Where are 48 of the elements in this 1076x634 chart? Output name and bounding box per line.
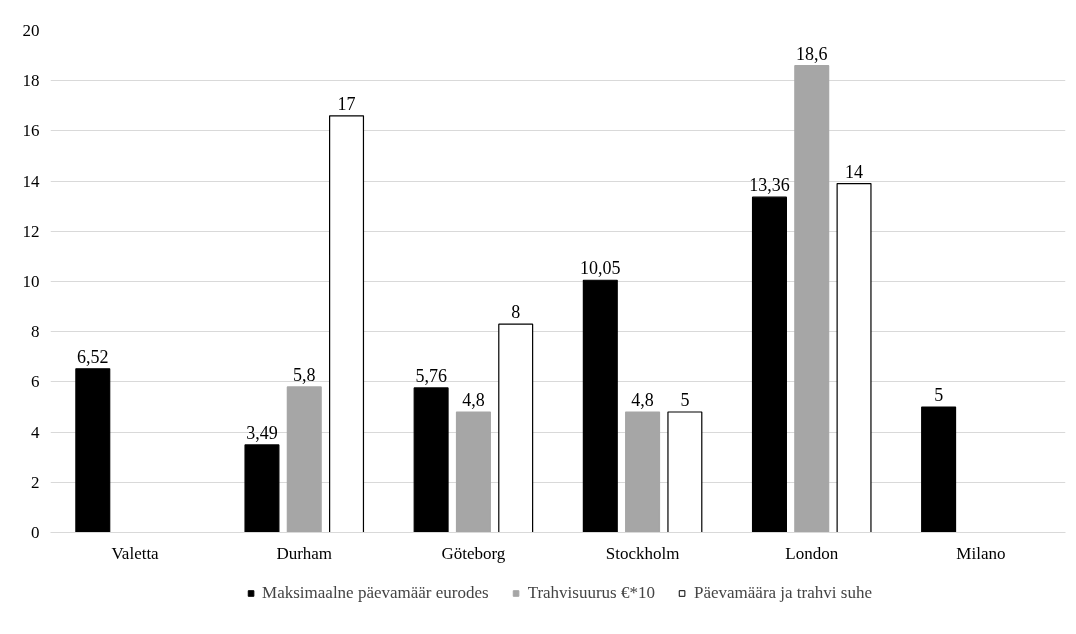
data-label: 5: [680, 390, 690, 411]
legend-label: Maksimaalne päevamäär eurodes: [262, 582, 489, 603]
bar: [455, 411, 491, 533]
x-tick-label: Milano: [956, 543, 1006, 563]
bar: [582, 279, 618, 533]
data-label: 8: [511, 302, 521, 323]
y-tick-label: 8: [31, 322, 40, 342]
x-tick-label: Valetta: [111, 543, 160, 563]
y-tick-label: 14: [22, 171, 40, 191]
data-label: 4,8: [631, 390, 654, 411]
legend-label: Trahvisuurus €*10: [527, 582, 655, 603]
y-tick-label: 18: [22, 71, 40, 91]
x-tick-label: Stockholm: [605, 543, 680, 563]
y-tick-label: 0: [31, 523, 40, 542]
legend-label: Päevamäära ja trahvi suhe: [693, 582, 872, 603]
bar: [836, 183, 872, 533]
data-label: 14: [845, 161, 864, 182]
x-tick-label: Durham: [276, 543, 333, 563]
y-tick-label: 20: [22, 21, 40, 40]
data-label: 17: [337, 93, 356, 114]
data-label: 10,05: [580, 258, 621, 279]
bar: [625, 411, 661, 533]
data-label: 5,8: [293, 364, 316, 385]
bar: [794, 65, 830, 533]
y-tick-label: 10: [22, 272, 40, 291]
bar: [667, 411, 703, 533]
bar: [751, 196, 787, 533]
bar: [498, 323, 534, 533]
bar: [286, 386, 322, 533]
bar: [75, 368, 111, 533]
bar: [329, 115, 365, 533]
data-label: 4,8: [462, 390, 485, 411]
y-tick-label: 12: [22, 221, 40, 241]
bar: [244, 444, 280, 533]
bar: [921, 406, 957, 533]
y-tick-label: 2: [31, 472, 40, 492]
y-tick-label: 16: [22, 121, 40, 141]
data-label: 13,36: [749, 175, 790, 196]
data-label: 18,6: [796, 43, 828, 64]
data-label: 3,49: [246, 422, 278, 443]
data-label: 6,52: [77, 346, 109, 367]
bar: [413, 387, 449, 533]
y-tick-label: 4: [31, 422, 40, 442]
data-label: 5: [934, 385, 944, 405]
data-label: 5,76: [415, 365, 447, 386]
x-tick-label: Göteborg: [441, 543, 506, 563]
y-tick-label: 6: [31, 372, 40, 392]
x-tick-label: London: [785, 543, 839, 563]
